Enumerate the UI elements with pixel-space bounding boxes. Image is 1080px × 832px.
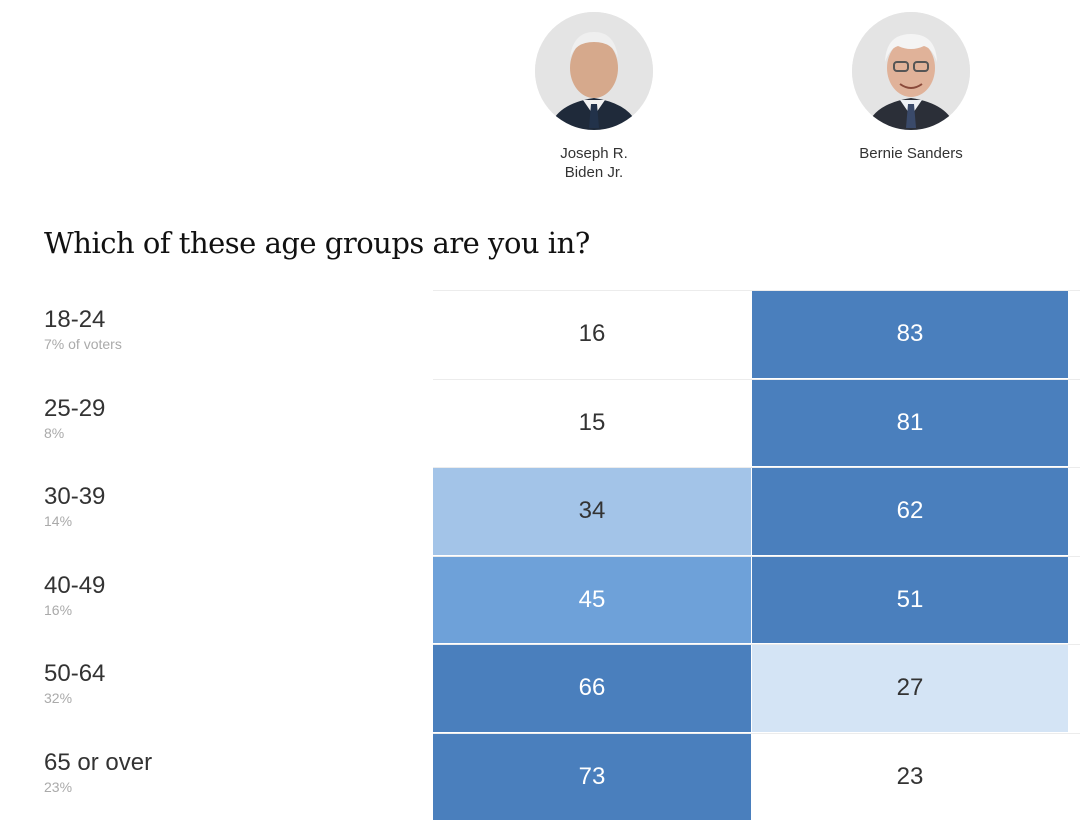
age-group-label: 40-49 bbox=[44, 571, 106, 599]
age-group-label: 18-24 bbox=[44, 306, 106, 333]
voter-share-label: 32% bbox=[44, 690, 73, 706]
biden-avatar bbox=[535, 12, 653, 130]
sanders-value-cell: 27 bbox=[752, 645, 1068, 732]
age-group-label: 50-64 bbox=[44, 660, 106, 687]
row-divider bbox=[433, 378, 1080, 380]
row-label: 50-64 32% bbox=[44, 660, 105, 706]
row-divider bbox=[433, 644, 1080, 645]
row-divider bbox=[433, 290, 1080, 291]
age-group-label: 65 or over bbox=[44, 748, 153, 776]
biden-value-cell: 16 bbox=[433, 291, 751, 378]
biden-value-cell: 15 bbox=[433, 379, 751, 466]
voter-share-label: 16% bbox=[44, 601, 73, 618]
row-label: 18-24 7% of voters bbox=[44, 306, 122, 352]
voter-share-label: 23% bbox=[44, 778, 73, 795]
row-label: 40-49 16% bbox=[44, 572, 105, 618]
candidate-name-sanders: Bernie Sanders bbox=[859, 145, 963, 162]
biden-value-cell: 73 bbox=[433, 733, 751, 820]
sanders-value-cell: 62 bbox=[752, 468, 1068, 555]
sanders-value-cell: 23 bbox=[752, 733, 1068, 820]
row-label: 25-29 8% bbox=[44, 395, 105, 441]
question-heading: Which of these age groups are you in? bbox=[44, 226, 590, 260]
row-divider bbox=[433, 555, 1080, 557]
biden-value-cell: 66 bbox=[433, 645, 751, 732]
candidate-name-biden: Joseph R. Biden Jr. bbox=[560, 145, 628, 181]
voter-share-label: 14% bbox=[44, 513, 73, 529]
voter-share-label: 8% bbox=[44, 424, 65, 441]
row-divider bbox=[433, 467, 1080, 468]
row-label: 30-39 14% bbox=[44, 483, 105, 529]
row-label: 65 or over 23% bbox=[44, 749, 152, 795]
biden-value-cell: 34 bbox=[433, 468, 751, 555]
age-group-label: 30-39 bbox=[44, 483, 106, 510]
sanders-value-cell: 81 bbox=[752, 379, 1068, 466]
candidate-biden: Joseph R. Biden Jr. bbox=[494, 12, 694, 182]
biden-value-cell: 45 bbox=[433, 556, 751, 643]
age-group-label: 25-29 bbox=[44, 394, 106, 422]
sanders-avatar bbox=[852, 12, 970, 130]
row-divider bbox=[433, 732, 1080, 734]
candidate-sanders: Bernie Sanders bbox=[811, 12, 1011, 163]
voter-share-label: 7% of voters bbox=[44, 336, 122, 352]
sanders-value-cell: 51 bbox=[752, 556, 1068, 643]
sanders-value-cell: 83 bbox=[752, 291, 1068, 378]
